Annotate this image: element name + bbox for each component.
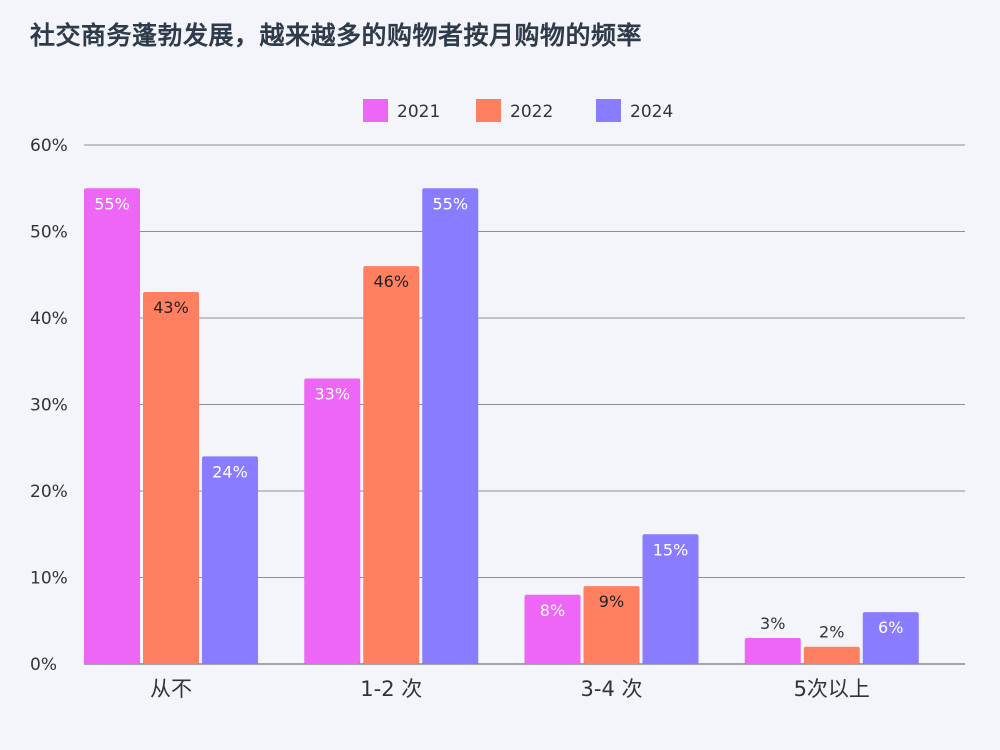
legend-swatch-2022 <box>476 99 501 122</box>
legend-swatch-2021 <box>363 99 388 122</box>
y-axis-ticks: 0% 10% 20% 30% 40% 50% 60% <box>30 136 68 675</box>
bar-2022-3 <box>583 586 640 664</box>
x-category-label: 5次以上 <box>794 677 870 701</box>
legend-label-2021: 2021 <box>397 102 440 122</box>
data-label: 9% <box>599 592 624 611</box>
bar-2021-3 <box>524 594 581 664</box>
legend: 2021 2022 2024 <box>363 99 673 122</box>
bar-2021-4 <box>744 638 801 664</box>
bar-2021-2 <box>304 378 361 664</box>
data-labels: 55% 43% 24% 33% 46% 55% 8% 9% 15% 3% 2% 6% <box>94 194 903 641</box>
legend-label-2022: 2022 <box>510 102 553 122</box>
bar-2022-2 <box>363 266 420 664</box>
legend-swatch-2024 <box>596 99 621 122</box>
y-tick-label: 10% <box>30 569 68 589</box>
y-tick-label: 50% <box>30 223 68 243</box>
data-label: 15% <box>653 540 689 559</box>
bar-2024-2 <box>422 188 479 664</box>
data-label: 24% <box>212 462 248 481</box>
data-label: 33% <box>314 385 350 404</box>
data-label: 8% <box>540 601 565 620</box>
x-category-label: 3-4 次 <box>581 677 643 701</box>
bar-2024-3 <box>642 534 699 664</box>
bar-2022-4 <box>803 646 860 664</box>
data-label: 43% <box>153 298 189 317</box>
bar-2021-1 <box>84 188 140 664</box>
x-category-label: 从不 <box>150 677 192 701</box>
data-label: 46% <box>373 272 409 291</box>
y-tick-label: 60% <box>30 136 68 156</box>
data-label: 55% <box>432 194 468 213</box>
bar-2024-1 <box>202 456 258 664</box>
legend-label-2024: 2024 <box>630 102 673 122</box>
chart-title: 社交商务蓬勃发展，越来越多的购物者按月购物的频率 <box>30 21 643 50</box>
data-label: 2% <box>819 623 844 642</box>
data-label: 3% <box>760 614 785 633</box>
bar-2022-1 <box>143 292 199 664</box>
y-tick-label: 20% <box>30 482 68 502</box>
y-tick-label: 0% <box>30 655 57 675</box>
bars <box>84 188 919 664</box>
y-tick-label: 40% <box>30 309 68 329</box>
x-category-label: 1-2 次 <box>360 677 422 701</box>
x-axis-categories: 从不 1-2 次 3-4 次 5次以上 <box>150 677 870 701</box>
data-label: 55% <box>94 194 130 213</box>
bar-2024-4 <box>862 612 919 664</box>
data-label: 6% <box>878 618 903 637</box>
y-tick-label: 30% <box>30 396 68 416</box>
